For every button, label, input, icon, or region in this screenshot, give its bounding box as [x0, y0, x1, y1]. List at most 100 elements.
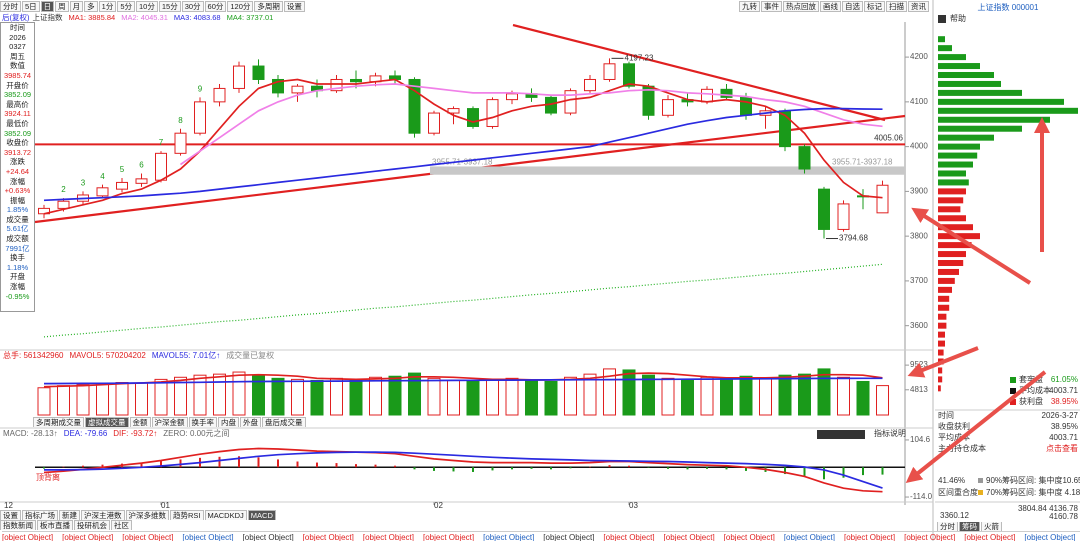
- period-button[interactable]: 120分: [227, 1, 254, 12]
- period-button[interactable]: 10分: [136, 1, 158, 12]
- y-tick-label: 4813: [910, 385, 928, 394]
- info-line: 成交额: [6, 234, 29, 244]
- info-line: 最低价: [6, 118, 29, 128]
- period-button[interactable]: 60分: [204, 1, 227, 12]
- bottom-tab[interactable]: MACD: [247, 510, 276, 520]
- info-label: 时间: [938, 410, 954, 420]
- resistance-label: 4005.06: [874, 133, 903, 142]
- bottom-tab[interactable]: 沪深多维数: [125, 510, 169, 520]
- period-button[interactable]: 分时: [0, 1, 21, 12]
- indicator-button[interactable]: 盘后成交量: [262, 417, 306, 427]
- bottom-tab[interactable]: 沪深主港数: [81, 510, 125, 520]
- chip-tabs: 分时 筹码 火箭: [937, 522, 1077, 531]
- tool-button[interactable]: 事件: [761, 1, 782, 12]
- chip-tab[interactable]: 分时: [937, 522, 958, 531]
- period-button[interactable]: 月: [69, 1, 84, 12]
- tool-button[interactable]: 资讯: [908, 1, 929, 12]
- help-button[interactable]: 指标说明: [874, 428, 906, 438]
- chip-tab[interactable]: 筹码: [959, 522, 980, 531]
- help-icon: [938, 15, 946, 23]
- period-button[interactable]: 30分: [181, 1, 204, 12]
- candle-body: [174, 132, 187, 154]
- candle-body: [740, 96, 752, 116]
- chip-bar: [938, 385, 941, 392]
- indicator-header: DIF: -93.72↑: [113, 429, 157, 438]
- tool-button[interactable]: 热点回放: [783, 1, 819, 12]
- volume-bar: [213, 373, 226, 416]
- td-label: 5: [120, 165, 125, 174]
- arrow: [907, 346, 979, 378]
- macd-bar: [550, 467, 552, 470]
- help-label[interactable]: 帮助: [950, 13, 966, 23]
- volume-bar: [856, 380, 870, 416]
- indicator-button[interactable]: 沪深金额: [151, 417, 188, 427]
- news-tab[interactable]: 投研机会: [74, 520, 110, 530]
- indicator-button[interactable]: 外盘: [240, 417, 261, 427]
- period-button[interactable]: 设置: [283, 1, 305, 12]
- chip-bar: [938, 367, 943, 374]
- indicator-button[interactable]: 金额: [129, 417, 151, 427]
- volume-bar: [759, 377, 772, 416]
- candle-body: [623, 63, 635, 87]
- chip-bar: [938, 340, 945, 347]
- macd-bar: [569, 467, 572, 469]
- volume-bar: [642, 374, 655, 416]
- indicator-button[interactable]: 内盘: [218, 417, 239, 427]
- bottom-tab[interactable]: 设置: [0, 510, 21, 520]
- candle-body: [233, 65, 245, 89]
- swatch: [978, 478, 983, 483]
- tool-button[interactable]: 画线: [820, 1, 841, 12]
- td-label: 3: [81, 178, 86, 187]
- chip-bar: [938, 89, 1022, 96]
- volume-bar: [193, 374, 207, 416]
- chip-bar: [938, 331, 945, 338]
- period-button[interactable]: 1分: [98, 1, 117, 12]
- volume-bar: [486, 378, 499, 416]
- news-tab[interactable]: 板市直播: [37, 520, 73, 530]
- candle-body: [584, 78, 596, 92]
- tool-button[interactable]: 扫描: [886, 1, 907, 12]
- status-item: [object Object]: [904, 532, 956, 541]
- arrow: [905, 370, 1047, 483]
- chip-bar: [938, 179, 969, 186]
- chip-bar: [938, 134, 994, 141]
- macd-bar: [257, 457, 260, 468]
- indicator-header: 总手: 561342960: [3, 350, 64, 360]
- bottom-tab[interactable]: 指标广场: [22, 510, 58, 520]
- news-tab[interactable]: 指数新闻: [0, 520, 36, 530]
- chip-bar: [938, 161, 973, 168]
- bottom-tab[interactable]: MACDKDJ: [204, 510, 247, 520]
- indicator-button[interactable]: 虚拟成交量: [85, 417, 129, 427]
- indicator-buttons: 多周期成交量 虚拟成交量 金额 沪深金额 换手率 内盘 外盘 盘后成交量: [33, 417, 913, 427]
- range-text: 90%筹码区间: 集中度10.65%: [986, 475, 1080, 485]
- candle-body: [798, 146, 811, 170]
- chip-title: 上证指数 000001: [978, 2, 1039, 12]
- range-text: 70%筹码区间: 集中度 4.18%: [986, 487, 1080, 497]
- volume-bar: [447, 379, 460, 416]
- indicator-button[interactable]: 多周期成交量: [33, 417, 84, 427]
- bottom-tab[interactable]: 新建: [59, 510, 80, 520]
- indicator-button[interactable]: 换手率: [188, 417, 217, 427]
- period-button[interactable]: 15分: [158, 1, 181, 12]
- tool-button[interactable]: 自选: [842, 1, 863, 12]
- period-button[interactable]: 日: [40, 1, 55, 12]
- chip-bar: [938, 242, 972, 249]
- macd-bar: [296, 461, 299, 468]
- low-value: 3360.12: [940, 511, 969, 520]
- axes: 12 01 02 03 4200 4100 4000 3900 3800 3700 3600 总手: …: [3, 52, 933, 510]
- period-button[interactable]: 5日: [22, 1, 40, 12]
- chip-tab[interactable]: 火箭: [981, 522, 1002, 531]
- tool-button[interactable]: 标记: [864, 1, 885, 12]
- chip-bar: [938, 215, 966, 222]
- candle-body: [603, 63, 616, 80]
- period-button[interactable]: 5分: [117, 1, 136, 12]
- tool-button[interactable]: 九转: [739, 1, 760, 12]
- td-label: 4: [100, 172, 105, 181]
- period-button[interactable]: 多: [84, 1, 98, 12]
- period-button[interactable]: 周: [55, 1, 69, 12]
- news-tab[interactable]: 社区: [111, 520, 132, 530]
- bottom-tab[interactable]: 趋势RSI: [170, 510, 204, 520]
- period-button[interactable]: 多周期: [254, 1, 283, 12]
- macd-bar: [101, 464, 104, 468]
